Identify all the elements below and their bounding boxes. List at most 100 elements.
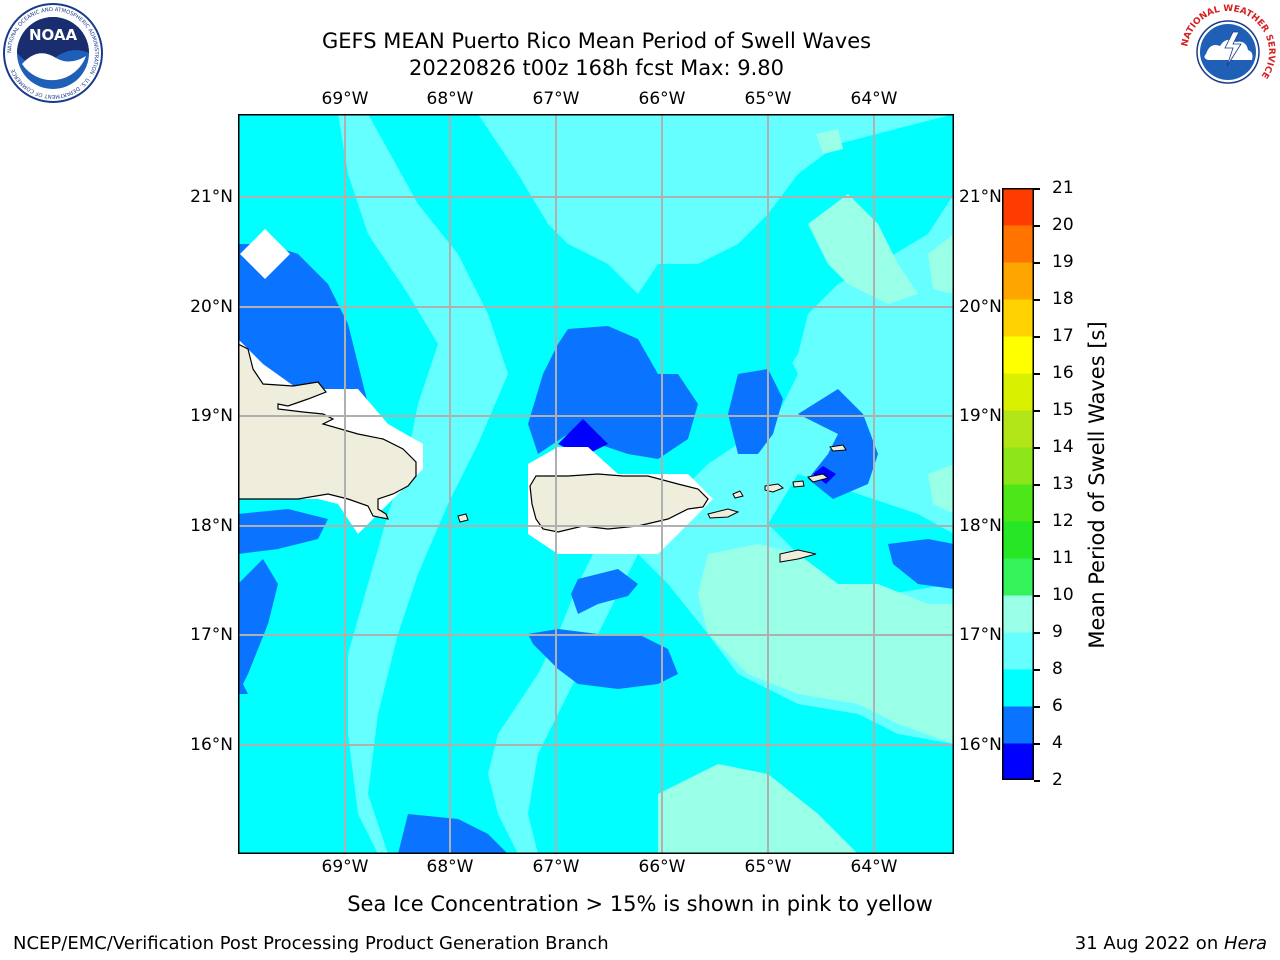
colorbar-tick-label: 2 <box>1052 770 1063 790</box>
map-border <box>238 114 954 854</box>
colorbar-tick-mark <box>1034 188 1040 190</box>
colorbar-segment <box>1002 632 1034 670</box>
contour-4-6-region <box>888 539 954 589</box>
colorbar-segment <box>1002 521 1034 559</box>
lon-tick-top: 67°W <box>532 89 580 109</box>
contour-9-10-region <box>808 194 918 304</box>
colorbar-tick-label: 12 <box>1052 511 1074 531</box>
colorbar-tick-mark <box>1034 336 1040 338</box>
footer-machine: Hera <box>1223 933 1267 954</box>
lon-tick-bottom: 67°W <box>532 857 580 877</box>
contour-6-8-region <box>528 554 954 854</box>
colorbar-segment <box>1002 484 1034 522</box>
lat-tick-right: 18°N <box>959 516 1002 536</box>
colorbar <box>1002 188 1034 780</box>
contour-4-6-region <box>728 369 783 454</box>
land-st-john <box>792 480 805 488</box>
lon-tick-bottom: 66°W <box>638 857 686 877</box>
sea-ice-note: Sea Ice Concentration > 15% is shown in … <box>347 892 933 916</box>
chart-subtitle: 20220826 t00z 168h fcst Max: 9.80 <box>409 56 784 80</box>
colorbar-segment <box>1002 595 1034 633</box>
noaa-logo: NATIONAL OCEANIC AND ATMOSPHERIC ADMINIS… <box>3 3 103 103</box>
colorbar-tick-label: 4 <box>1052 733 1063 753</box>
colorbar-tick-label: 6 <box>1052 696 1063 716</box>
colorbar-segment <box>1002 558 1034 596</box>
colorbar-tick-mark <box>1034 632 1040 634</box>
lat-tick-left: 20°N <box>190 297 233 317</box>
land-hispaniola <box>238 343 417 520</box>
contour-4-6-region <box>528 326 698 459</box>
land-anegada <box>829 444 847 452</box>
land-mask-small-island <box>240 229 290 279</box>
colorbar-label: Mean Period of Swell Waves [s] <box>1085 321 1109 649</box>
contour-9-10-region <box>698 544 954 744</box>
chart-title: GEFS MEAN Puerto Rico Mean Period of Swe… <box>321 29 872 53</box>
colorbar-tick-label: 20 <box>1052 215 1074 235</box>
colorbar-segment <box>1002 336 1034 374</box>
colorbar-tick-mark <box>1034 743 1040 745</box>
colorbar-tick-label: 19 <box>1052 252 1074 272</box>
colorbar-tick-mark <box>1034 595 1040 597</box>
contour-4-6-region <box>398 814 508 854</box>
colorbar-tick-label: 13 <box>1052 474 1074 494</box>
colorbar-tick-mark <box>1034 447 1040 449</box>
lat-tick-left: 21°N <box>190 187 233 207</box>
noaa-logo-text: NOAA <box>29 26 78 44</box>
lat-tick-left: 17°N <box>190 625 233 645</box>
lon-tick-top: 68°W <box>426 89 474 109</box>
contour-9-10-region <box>928 464 954 514</box>
colorbar-tick-mark <box>1034 484 1040 486</box>
contour-9-10-region <box>928 234 954 294</box>
lon-tick-bottom: 68°W <box>426 857 474 877</box>
colorbar-segment <box>1002 299 1034 337</box>
contour-9-10-region <box>816 129 843 154</box>
colorbar-tick-label: 11 <box>1052 548 1074 568</box>
colorbar-tick-label: 21 <box>1052 178 1074 198</box>
colorbar-tick-label: 15 <box>1052 400 1074 420</box>
colorbar-segment <box>1002 373 1034 411</box>
land-tortola <box>806 473 830 483</box>
colorbar-border <box>1002 188 1034 780</box>
colorbar-tick-mark <box>1034 410 1040 412</box>
colorbar-segment <box>1002 669 1034 707</box>
land-puerto-rico <box>529 473 709 533</box>
contour-4-6-region <box>238 509 328 554</box>
colorbar-tick-mark <box>1034 706 1040 708</box>
colorbar-segment <box>1002 262 1034 300</box>
colorbar-tick-mark <box>1034 299 1040 301</box>
lat-tick-right: 16°N <box>959 735 1002 755</box>
lat-tick-left: 19°N <box>190 406 233 426</box>
contour-4-6-region <box>528 629 678 689</box>
colorbar-tick-label: 9 <box>1052 622 1063 642</box>
colorbar-segment <box>1002 225 1034 263</box>
colorbar-tick-label: 16 <box>1052 363 1074 383</box>
land-vieques <box>707 508 740 519</box>
contour-4-6-region <box>238 244 368 404</box>
contour-9-10-region <box>658 764 858 854</box>
colorbar-tick-mark <box>1034 373 1040 375</box>
land-st-thomas <box>764 483 784 493</box>
colorbar-tick-label: 18 <box>1052 289 1074 309</box>
lon-tick-top: 64°W <box>850 89 898 109</box>
colorbar-tick-mark <box>1034 780 1040 782</box>
map-gridlines <box>238 114 954 854</box>
lat-tick-right: 21°N <box>959 187 1002 207</box>
lon-tick-top: 69°W <box>321 89 369 109</box>
colorbar-tick-mark <box>1034 225 1040 227</box>
lat-tick-right: 17°N <box>959 625 1002 645</box>
lon-tick-bottom: 69°W <box>321 857 369 877</box>
map-plot-area <box>238 114 954 854</box>
colorbar-tick-mark <box>1034 669 1040 671</box>
lon-tick-top: 66°W <box>638 89 686 109</box>
colorbar-tick-label: 17 <box>1052 326 1074 346</box>
colorbar-segment <box>1002 188 1034 226</box>
contour-4-6-region <box>571 569 638 614</box>
colorbar-tick-label: 8 <box>1052 659 1063 679</box>
land-st-croix <box>779 549 817 563</box>
nws-logo: NATIONAL WEATHER SERVICE <box>1180 4 1276 100</box>
footer-branch: NCEP/EMC/Verification Post Processing Pr… <box>13 933 609 954</box>
colorbar-segment <box>1002 706 1034 744</box>
lat-tick-left: 16°N <box>190 735 233 755</box>
footer-date: 31 Aug 2022 on Hera <box>1075 933 1267 954</box>
colorbar-segment <box>1002 410 1034 448</box>
